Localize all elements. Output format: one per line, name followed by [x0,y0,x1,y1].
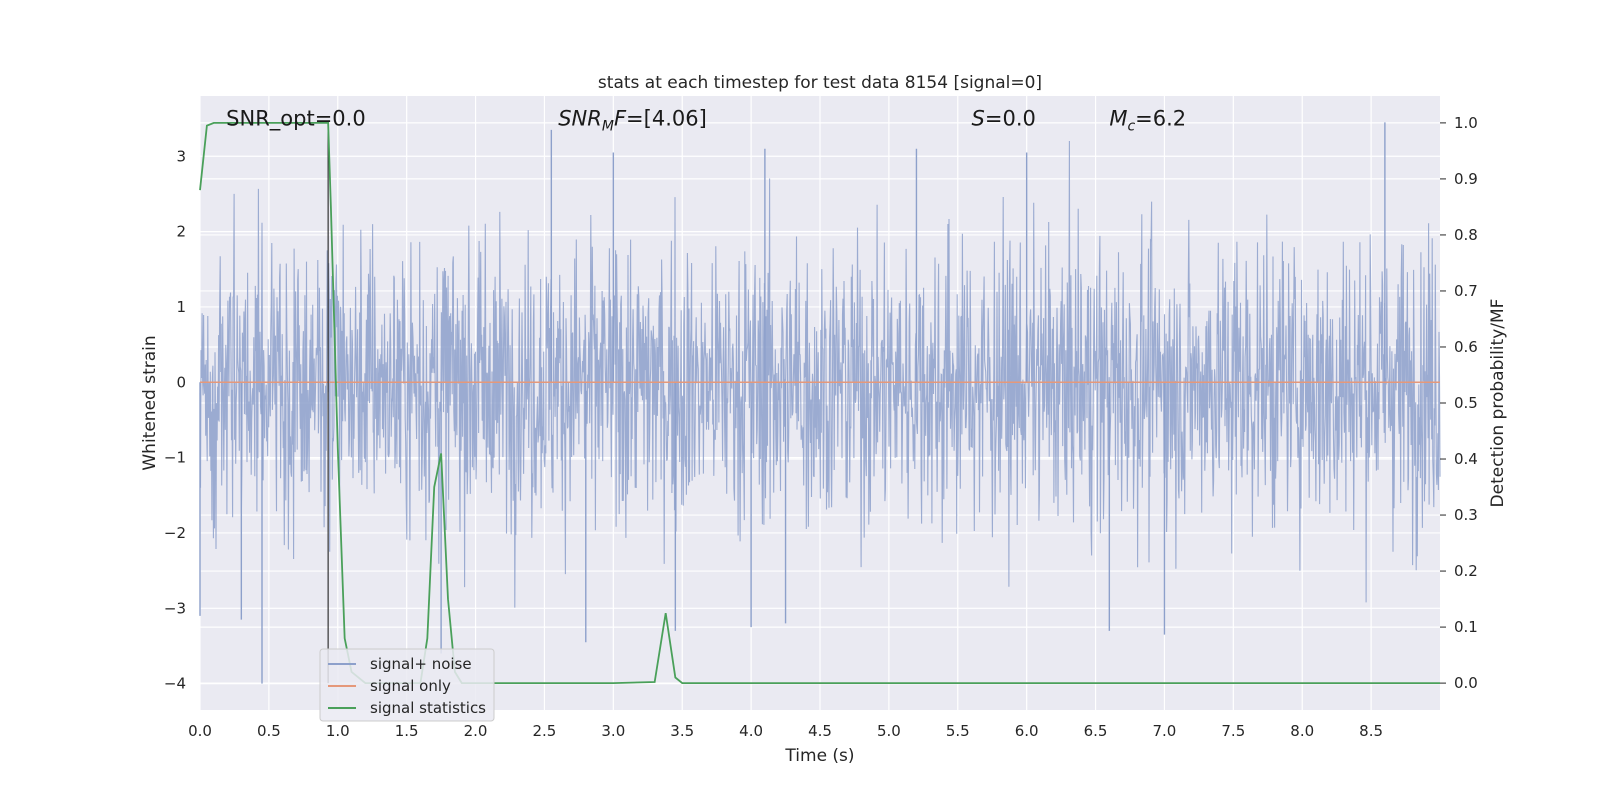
series-signal-plus-noise [199,122,1441,684]
x-axis-label: Time (s) [784,746,854,766]
x-tick-label: 4.0 [739,722,763,740]
y-tick-label: −3 [164,599,186,617]
x-tick-label: 5.0 [877,722,901,740]
annotation-s: S=0.0 [972,107,1036,131]
chart-title: stats at each timestep for test data 815… [598,73,1042,93]
legend: signal+ noise signal only signal statist… [319,648,495,722]
y2-tick-label: 0.2 [1454,562,1478,580]
x-tick-label: 7.0 [1153,722,1177,740]
x-tick-label: 0.5 [257,722,281,740]
y-tick-label: 1 [176,298,186,316]
y2-tick-label: 0.8 [1454,226,1478,244]
y2-tick-label: 0.6 [1454,338,1478,356]
x-tick-label: 3.0 [601,722,625,740]
y-tick-label: 0 [176,373,186,391]
y2-tick-label: 0.3 [1454,506,1478,524]
y-tick-label: −1 [164,449,186,467]
annotations: SNR_opt=0.0 SNRMF=[4.06] S=0.0 Mc=6.2 [226,107,1186,135]
y2-tick-label: 0.1 [1454,618,1478,636]
x-tick-label: 8.0 [1290,722,1314,740]
x-tick-label: 4.5 [808,722,832,740]
noise-trace [199,140,1441,608]
x-tick-label: 2.5 [533,722,557,740]
y2-tick-label: 0.4 [1454,450,1478,468]
signal-statistics-line [199,121,1440,685]
x-tick-label: 5.5 [946,722,970,740]
legend-box [319,648,495,722]
annotation-snr-opt: SNR_opt=0.0 [226,107,366,132]
x-tick-label: 7.5 [1221,722,1245,740]
annotation-snr-mf: SNRMF=[4.06] [558,107,707,135]
y2-tick-label: 0.9 [1454,170,1478,188]
y2-tick-label: 0.0 [1454,674,1478,692]
y2-tick-label: 1.0 [1454,114,1478,132]
y2-tick-label: 0.5 [1454,394,1478,412]
legend-label-signal-noise: signal+ noise [370,655,472,673]
x-tick-label: 8.5 [1359,722,1383,740]
series-lines [199,121,1440,685]
x-tick-label: 6.5 [1084,722,1108,740]
x-tick-label: 1.0 [326,722,350,740]
y-tick-label: −2 [164,524,186,542]
y-tick-label: 3 [176,147,186,165]
x-tick-label: 3.5 [670,722,694,740]
legend-label-signal-only: signal only [370,677,451,695]
tick-labels: 0.0 0.5 1.0 1.5 2.0 2.5 3.0 3.5 4.0 4.5 5.0 5.5 6.0 6… [164,114,1478,740]
annotation-mc: Mc=6.2 [1109,107,1186,135]
legend-label-signal-statistics: signal statistics [370,699,486,717]
x-tick-label: 0.0 [188,722,212,740]
y-axis-label: Whitened strain [140,335,160,470]
y-tick-label: 2 [176,223,186,241]
x-tick-label: 2.0 [464,722,488,740]
y2-axis-label: Detection probability/MF [1488,299,1508,508]
x-tick-label: 6.0 [1015,722,1039,740]
y-tick-label: −4 [164,675,186,693]
y2-tick-label: 0.7 [1454,282,1478,300]
x-tick-label: 1.5 [395,722,419,740]
